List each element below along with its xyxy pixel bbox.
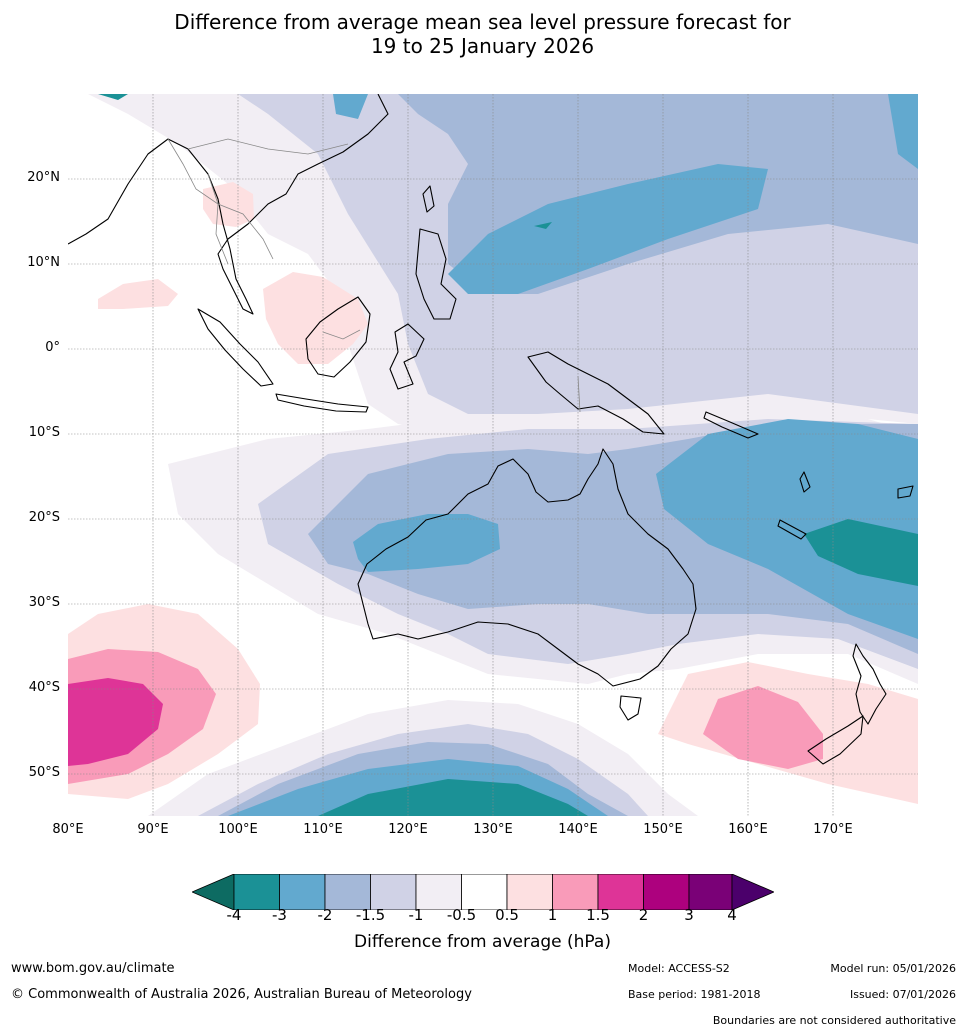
lat-label-10s: 10°S xyxy=(28,425,60,440)
lon-label-90e: 90°E xyxy=(137,822,169,837)
title-line-2: 19 to 25 January 2026 xyxy=(370,34,595,58)
legend-swatch-3-to-4 xyxy=(688,873,733,911)
lat-label-20s: 20°S xyxy=(28,510,60,525)
contour-plus-1-tasman xyxy=(703,686,823,769)
graticule xyxy=(68,94,918,816)
country-borders xyxy=(167,138,581,413)
footer-base-period: Base period: 1981-2018 xyxy=(628,988,761,1001)
positive-anomaly-field xyxy=(68,182,918,804)
contour-minus-3-east xyxy=(804,519,918,586)
coastline-solomon-islands xyxy=(703,411,759,439)
legend-label: Difference from average (hPa) xyxy=(354,932,611,952)
coastline-australia xyxy=(357,448,697,687)
legend-swatch-1-to-1.5 xyxy=(552,873,599,911)
legend-tick: 0.5 xyxy=(495,906,519,924)
legend-tick: -3 xyxy=(272,906,287,924)
coastline-nz-north-island xyxy=(852,643,887,725)
lon-label-110e: 110°E xyxy=(303,822,343,837)
lon-label-160e: 160°E xyxy=(728,822,768,837)
contour-minus-2-west xyxy=(353,514,500,572)
legend-tick: -4 xyxy=(226,906,242,924)
lon-label-130e: 130°E xyxy=(473,822,513,837)
footer-copyright: © Commonwealth of Australia 2026, Austra… xyxy=(11,987,472,1002)
contour-minus-3-north xyxy=(534,222,552,229)
lon-label-150e: 150°E xyxy=(643,822,683,837)
coastline-fiji xyxy=(897,485,914,499)
coastline-new-guinea xyxy=(527,351,665,435)
contour-plus-0.5-indian-ocean xyxy=(98,279,178,309)
lat-label-50s: 50°S xyxy=(28,765,60,780)
legend-swatch-below-minus-4 xyxy=(190,873,235,911)
legend-swatch-minus-0.5-to-0.5 xyxy=(461,873,508,911)
coastline-new-caledonia xyxy=(777,519,807,540)
legend-tick: -2 xyxy=(317,906,333,924)
contour-minus-2-north xyxy=(448,164,768,294)
legend-tick: -1 xyxy=(408,906,424,924)
contour-plus-1.5-southwest xyxy=(68,678,163,766)
border-borneo xyxy=(322,329,361,340)
border-myanmar-thailand xyxy=(207,173,229,265)
border-china xyxy=(187,138,349,155)
pressure-anomaly-map xyxy=(68,94,918,816)
coastline-borneo xyxy=(305,296,371,378)
legend-swatch-1.5-to-2 xyxy=(597,873,644,911)
contour-minus-3-nw xyxy=(98,94,128,100)
legend-swatch-minus-3-to-minus-2 xyxy=(279,873,326,911)
legend-colorbar xyxy=(190,873,776,911)
lon-label-170e: 170°E xyxy=(813,822,853,837)
lat-label-40s: 40°S xyxy=(28,680,60,695)
contour-minus-3-south xyxy=(318,779,588,816)
footer-issued: Issued: 07/01/2026 xyxy=(849,988,956,1001)
legend-swatch-minus-2-to-minus-1.5 xyxy=(324,873,371,911)
map-title: Difference from average mean sea level p… xyxy=(0,10,965,58)
footer-model-run: Model run: 05/01/2026 xyxy=(830,962,956,975)
legend-tick: 1 xyxy=(547,906,558,924)
legend-swatch-minus-1-to-minus-0.5 xyxy=(415,873,462,911)
coastline-sulawesi xyxy=(389,323,425,390)
contour-minus-2-ne xyxy=(888,94,918,169)
legend-swatch-minus-4-to-minus-3 xyxy=(233,873,280,911)
legend-tick: -0.5 xyxy=(446,906,477,924)
legend-tick: 1.5 xyxy=(586,906,610,924)
coastline-vanuatu xyxy=(799,471,811,493)
footer-model: Model: ACCESS-S2 xyxy=(628,962,730,975)
coastlines xyxy=(68,94,914,765)
coastline-philippines xyxy=(415,228,457,320)
footer-disclaimer: Boundaries are not considered authoritat… xyxy=(712,1014,956,1027)
legend-swatch-0.5-to-1 xyxy=(506,873,553,911)
lon-label-120e: 120°E xyxy=(388,822,428,837)
legend-swatch-2-to-3 xyxy=(643,873,690,911)
coastline-taiwan xyxy=(422,185,435,213)
legend-swatch-minus-1.5-to-minus-1 xyxy=(370,873,417,911)
legend-tick: 2 xyxy=(638,906,649,924)
lat-label-30s: 30°S xyxy=(28,595,60,610)
coastline-mainland-asia xyxy=(68,94,389,315)
coastline-java xyxy=(275,393,369,413)
legend-swatch-above-4 xyxy=(731,873,776,911)
border-png xyxy=(577,375,581,413)
legend-tick: 3 xyxy=(684,906,694,924)
legend-tick: -1.5 xyxy=(355,906,386,924)
title-line-1: Difference from average mean sea level p… xyxy=(174,10,791,34)
footer-website-link[interactable]: www.bom.gov.au/climate xyxy=(11,961,175,976)
lon-label-100e: 100°E xyxy=(218,822,258,837)
lat-label-20n: 20°N xyxy=(27,170,60,185)
coastline-sumatra xyxy=(197,308,274,387)
lat-label-0: 0° xyxy=(45,340,60,355)
legend-tick: 4 xyxy=(727,906,737,924)
coastline-nz-south-island xyxy=(807,715,864,765)
contour-plus-0.5-sumatra-borneo xyxy=(263,272,368,364)
contour-minus-2-east xyxy=(656,419,918,639)
lat-label-10n: 10°N xyxy=(27,255,60,270)
lon-label-140e: 140°E xyxy=(558,822,598,837)
contour-minus-2-nw xyxy=(333,94,368,119)
lon-label-80e: 80°E xyxy=(52,822,84,837)
coastline-tasmania xyxy=(619,695,642,721)
